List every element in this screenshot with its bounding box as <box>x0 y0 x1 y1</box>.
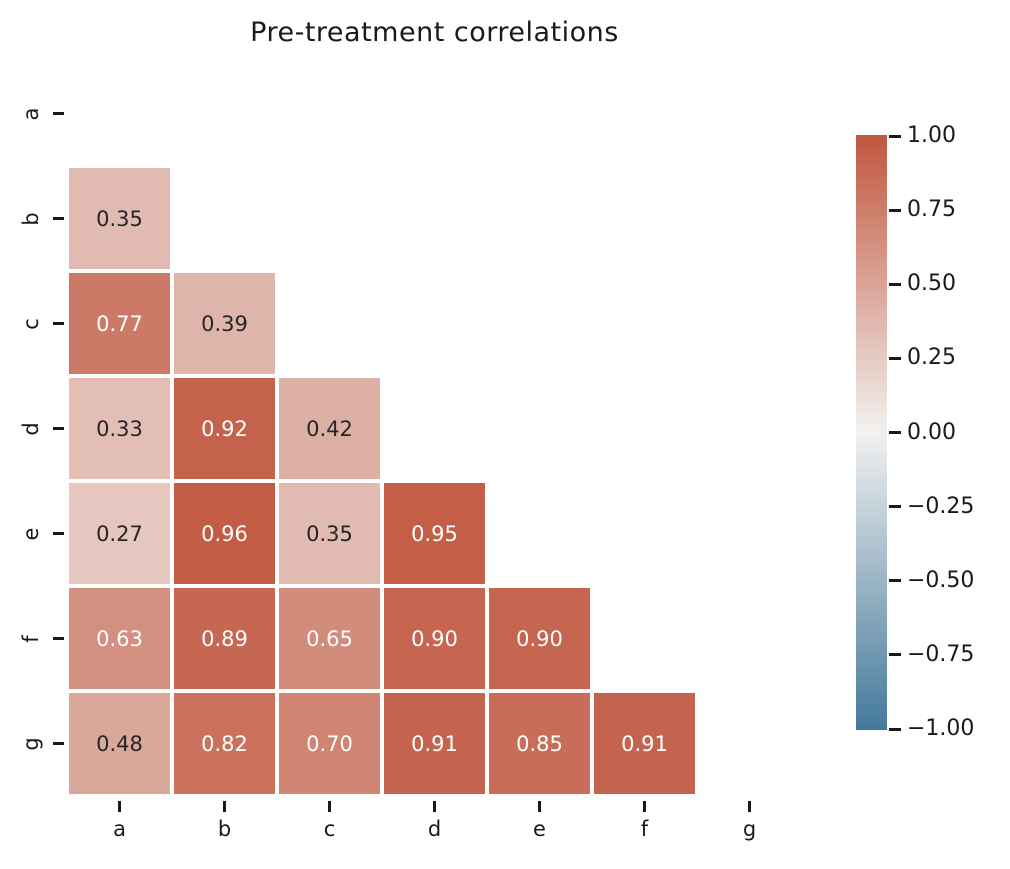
colorbar-tick-mark <box>889 727 901 731</box>
cell-value-label: 0.39 <box>201 311 248 336</box>
x-tick-mark <box>328 801 331 812</box>
colorbar-tick-label: 0.75 <box>907 196 956 222</box>
colorbar-tick-label: 0.25 <box>907 345 956 371</box>
heatmap-cell-ge: 0.85 <box>487 691 592 796</box>
colorbar-tick-mark <box>889 134 901 138</box>
colorbar-tick-label: 1.00 <box>907 122 956 148</box>
y-tick-mark <box>53 322 64 325</box>
heatmap-cell-gf: 0.91 <box>592 691 697 796</box>
x-tick-mark <box>538 801 541 812</box>
heatmap-cell-db: 0.92 <box>172 376 277 481</box>
y-tick-label-a: a <box>19 107 43 120</box>
heatmap-cell-gd: 0.91 <box>382 691 487 796</box>
y-tick-mark <box>53 532 64 535</box>
colorbar-tick-label: −0.75 <box>907 641 975 667</box>
cell-value-label: 0.90 <box>411 626 458 651</box>
y-tick-label-b: b <box>19 211 43 226</box>
x-tick-label-d: d <box>427 817 442 841</box>
x-tick-label-g: g <box>742 817 757 841</box>
y-tick-mark <box>53 112 64 115</box>
x-tick-label-a: a <box>113 817 126 841</box>
heatmap-cell-fb: 0.89 <box>172 586 277 691</box>
heatmap-cell-eb: 0.96 <box>172 481 277 586</box>
colorbar-tick-label: −0.50 <box>907 567 975 593</box>
y-tick-mark <box>53 637 64 640</box>
colorbar-tick-mark <box>889 356 901 360</box>
x-tick-label-e: e <box>533 817 546 841</box>
colorbar-tick-mark <box>889 505 901 509</box>
cell-value-label: 0.92 <box>201 416 248 441</box>
cell-value-label: 0.91 <box>411 731 458 756</box>
heatmap-cell-fd: 0.90 <box>382 586 487 691</box>
colorbar-tick-mark <box>889 579 901 583</box>
heatmap-cell-ga: 0.48 <box>67 691 172 796</box>
colorbar-tick-label: 0.00 <box>907 419 956 445</box>
cell-value-label: 0.33 <box>96 416 143 441</box>
y-tick-label-g: g <box>19 736 43 751</box>
heatmap-cell-gc: 0.70 <box>277 691 382 796</box>
y-tick-label-f: f <box>19 634 43 643</box>
y-tick-mark <box>53 742 64 745</box>
colorbar-tick-mark <box>889 282 901 286</box>
heatmap-cell-ed: 0.95 <box>382 481 487 586</box>
heatmap-cell-cb: 0.39 <box>172 271 277 376</box>
x-tick-mark <box>643 801 646 812</box>
x-tick-mark <box>118 801 121 812</box>
cell-value-label: 0.63 <box>96 626 143 651</box>
colorbar <box>856 135 887 730</box>
heatmap-cell-fa: 0.63 <box>67 586 172 691</box>
heatmap-cell-fe: 0.90 <box>487 586 592 691</box>
colorbar-tick-mark <box>889 431 901 434</box>
heatmap-cell-ba: 0.35 <box>67 166 172 271</box>
cell-value-label: 0.48 <box>96 731 143 756</box>
cell-value-label: 0.82 <box>201 731 248 756</box>
colorbar-tick-mark <box>889 208 901 212</box>
heatmap-cell-gb: 0.82 <box>172 691 277 796</box>
cell-value-label: 0.95 <box>411 521 458 546</box>
cell-value-label: 0.77 <box>96 311 143 336</box>
cell-value-label: 0.90 <box>516 626 563 651</box>
cell-value-label: 0.27 <box>96 521 143 546</box>
colorbar-tick-mark <box>889 653 901 657</box>
heatmap-cell-ea: 0.27 <box>67 481 172 586</box>
cell-value-label: 0.65 <box>306 626 353 651</box>
heatmap-cell-fc: 0.65 <box>277 586 382 691</box>
cell-value-label: 0.89 <box>201 626 248 651</box>
y-tick-label-e: e <box>19 527 43 540</box>
y-tick-mark <box>53 427 64 430</box>
colorbar-tick-label: 0.50 <box>907 271 956 296</box>
cell-value-label: 0.96 <box>201 521 248 546</box>
colorbar-tick-label: −0.25 <box>907 493 975 519</box>
y-tick-mark <box>53 217 64 220</box>
cell-value-label: 0.42 <box>306 416 353 441</box>
colorbar-tick-label: −1.00 <box>907 715 975 741</box>
chart-title: Pre-treatment correlations <box>250 17 619 48</box>
x-tick-mark <box>223 801 226 812</box>
cell-value-label: 0.35 <box>306 521 353 546</box>
cell-value-label: 0.85 <box>516 731 563 756</box>
cell-value-label: 0.35 <box>96 206 143 231</box>
y-tick-label-d: d <box>19 421 43 436</box>
x-tick-label-f: f <box>640 817 649 841</box>
x-tick-label-b: b <box>217 817 232 841</box>
y-tick-label-c: c <box>19 317 43 330</box>
heatmap-plot-area: 0.35 0.77 0.39 0.33 0.92 0.42 0.27 0.96 0.35 0.95… <box>67 61 802 796</box>
heatmap-cell-ca: 0.77 <box>67 271 172 376</box>
heatmap-cell-dc: 0.42 <box>277 376 382 481</box>
heatmap-cell-ec: 0.35 <box>277 481 382 586</box>
x-tick-label-c: c <box>323 817 336 841</box>
x-tick-mark <box>433 801 436 812</box>
heatmap-cell-da: 0.33 <box>67 376 172 481</box>
cell-value-label: 0.91 <box>621 731 668 756</box>
x-tick-mark <box>748 801 751 812</box>
cell-value-label: 0.70 <box>306 731 353 756</box>
